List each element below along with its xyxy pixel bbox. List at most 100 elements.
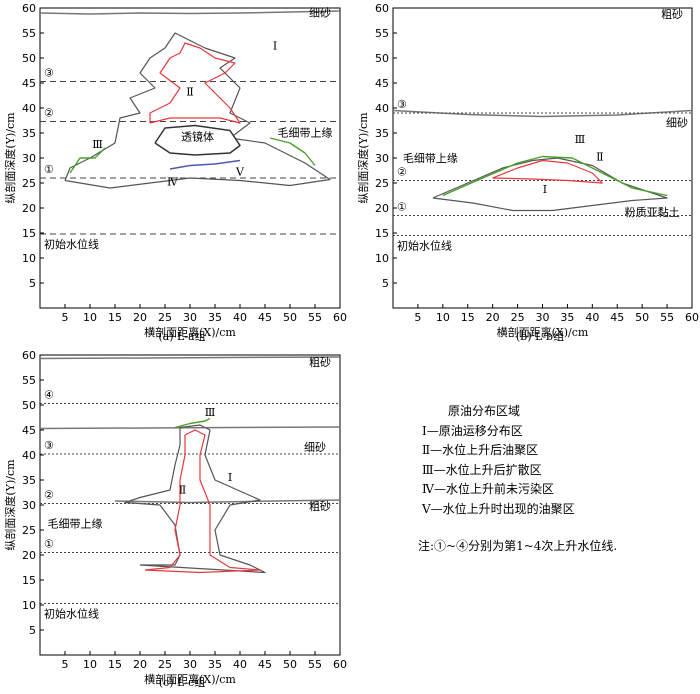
region-i [64, 32, 331, 189]
y-tick-label: 20 [22, 549, 36, 562]
water-level-label: ① [44, 538, 54, 551]
x-axis-label: 横剖面距离(X)/cm [497, 325, 589, 339]
y-tick-label: 35 [375, 127, 389, 140]
panel-caption: (b) L-b组 [516, 329, 564, 343]
y-tick-label: 50 [22, 399, 36, 412]
region-label: Ⅱ [179, 484, 186, 497]
region-iii [69, 147, 106, 174]
y-tick-label: 35 [22, 474, 36, 487]
water-level-label: ③ [397, 98, 407, 111]
legend: 原油分布区域 Ⅰ—原油运移分布区 Ⅱ—水位上升后油聚区 Ⅲ—水位上升后扩散区 Ⅳ… [418, 402, 688, 557]
legend-note: 注:①~④分别为第1~4次上升水位线. [418, 539, 618, 553]
y-tick-label: 30 [22, 152, 36, 165]
x-tick-label: 60 [685, 311, 699, 324]
y-tick-label: 5 [29, 277, 36, 290]
x-tick-label: 10 [83, 658, 97, 671]
region-label: Ⅲ [205, 406, 216, 419]
x-tick-label: 60 [333, 658, 347, 671]
water-level-label: ③ [44, 439, 54, 452]
panel-caption: (c) L-c组 [159, 675, 205, 689]
x-tick-label: 25 [511, 311, 525, 324]
region-lens [154, 124, 241, 156]
region-label: Ⅴ [235, 166, 245, 179]
legend-title: 原油分布区域 [448, 404, 521, 418]
x-tick-label: 20 [133, 658, 147, 671]
x-tick-label: 5 [62, 311, 69, 324]
region-ii [492, 159, 603, 184]
x-tick-label: 45 [258, 658, 272, 671]
x-tick-label: 35 [208, 311, 222, 324]
x-tick-label: 10 [83, 311, 97, 324]
y-tick-label: 45 [375, 77, 389, 90]
water-level-label: 初始水位线 [44, 607, 99, 621]
y-tick-label: 60 [375, 2, 389, 15]
y-tick-label: 30 [22, 499, 36, 512]
y-axis-label: 纵剖面深度(Y)/cm [3, 459, 17, 551]
region-label: Ⅲ [575, 133, 586, 146]
legend-item: Ⅴ—水位上升时出现的油聚区 [422, 501, 575, 516]
x-tick-label: 45 [610, 311, 624, 324]
y-tick-label: 20 [22, 202, 36, 215]
region-label: 细砂 [309, 7, 331, 20]
x-tick-label: 35 [560, 311, 574, 324]
water-level-label: ① [44, 163, 54, 176]
water-level-label: 初始水位线 [397, 239, 452, 253]
region-ii [149, 42, 241, 124]
x-tick-label: 20 [133, 311, 147, 324]
sand-boundary-line [39, 10, 341, 15]
x-tick-label: 50 [635, 311, 649, 324]
x-tick-label: 15 [108, 311, 122, 324]
sand-boundary-line [114, 499, 341, 504]
x-tick-label: 40 [233, 658, 247, 671]
x-tick-label: 50 [283, 311, 297, 324]
x-tick-label: 40 [233, 311, 247, 324]
region-label: 细砂 [304, 441, 326, 454]
x-axis-label: 横剖面距离(X)/cm [144, 325, 236, 339]
x-tick-label: 25 [158, 658, 172, 671]
water-level-label: ② [44, 107, 54, 120]
y-tick-label: 25 [22, 177, 36, 190]
y-tick-label: 25 [22, 524, 36, 537]
y-tick-label: 20 [375, 202, 389, 215]
water-level-label: ③ [44, 67, 54, 80]
region-label: 粉质亚黏土 [625, 205, 680, 219]
y-tick-label: 5 [29, 624, 36, 637]
panel-b: 5 10 15 20 25 30 35 40 45 50 55 60 5 10 15 20 25 30 35 40 45… [356, 2, 699, 343]
x-tick-label: 55 [308, 311, 322, 324]
x-tick-label: 25 [158, 311, 172, 324]
x-tick-label: 35 [208, 658, 222, 671]
x-tick-label: 55 [660, 311, 674, 324]
y-tick-label: 35 [22, 127, 36, 140]
y-axis-label: 纵剖面深度(Y)/cm [3, 112, 17, 204]
y-tick-label: 15 [22, 574, 36, 587]
legend-item: Ⅱ—水位上升后油聚区 [422, 443, 539, 457]
region-i [124, 424, 266, 574]
x-tick-label: 45 [258, 311, 272, 324]
y-tick-label: 60 [22, 349, 36, 362]
y-tick-label: 40 [22, 449, 36, 462]
water-level-label: ① [397, 201, 407, 214]
water-level-label: ② [44, 489, 54, 502]
panel-a: 5 10 15 20 25 30 35 40 45 50 55 60 5 10 15 20 25 30 35 40 45… [3, 2, 347, 343]
region-label: Ⅰ [228, 471, 232, 484]
x-tick-label: 60 [333, 311, 347, 324]
x-tick-label: 50 [283, 658, 297, 671]
region-label: 毛细带上缘 [278, 127, 333, 140]
x-tick-label: 30 [183, 658, 197, 671]
legend-item: Ⅰ—原油运移分布区 [422, 423, 523, 438]
y-tick-label: 25 [375, 177, 389, 190]
x-tick-label: 20 [486, 311, 500, 324]
y-tick-label: 15 [22, 227, 36, 240]
region-label: Ⅱ [596, 151, 603, 164]
region-iii [174, 417, 211, 429]
region-label: Ⅲ [92, 138, 103, 151]
panel-c: 5 10 15 20 25 30 35 40 45 50 55 60 5 10 15 20 25 30 35 40 45… [3, 349, 347, 689]
x-tick-label: 15 [461, 311, 475, 324]
x-tick-label: 30 [536, 311, 550, 324]
x-axis-label: 横剖面距离(X)/cm [144, 672, 236, 686]
x-tick-label: 15 [108, 658, 122, 671]
x-tick-label: 40 [585, 311, 599, 324]
y-tick-label: 10 [22, 252, 36, 265]
water-level-label: ④ [44, 389, 54, 402]
